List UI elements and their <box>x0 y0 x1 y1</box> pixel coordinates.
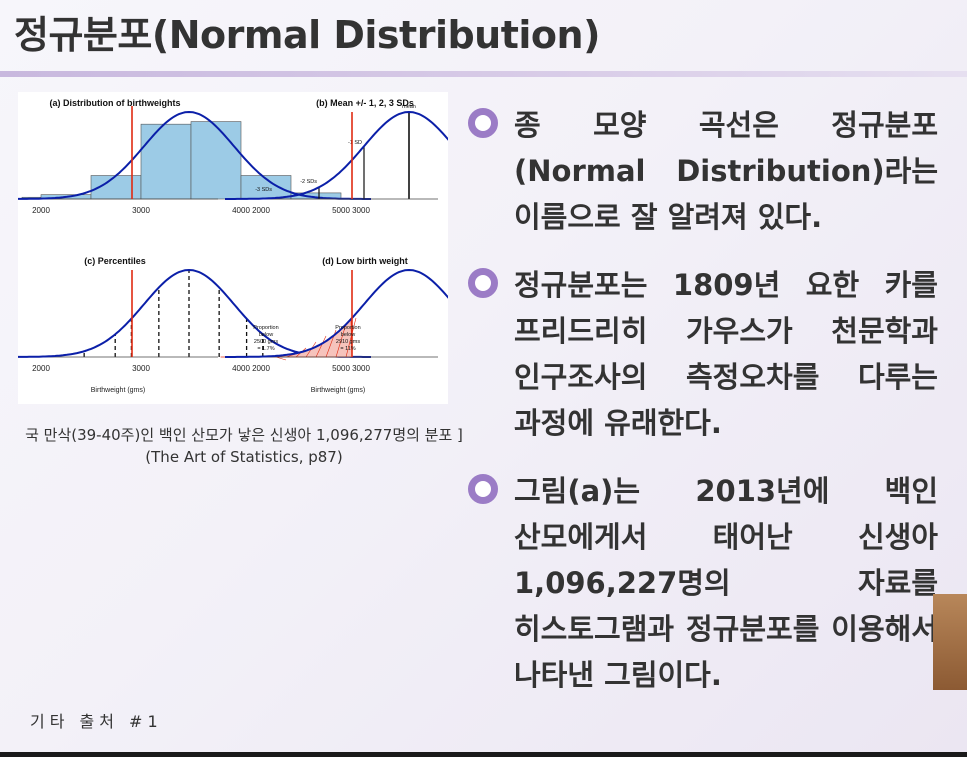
panel-title: (b) Mean +/- 1, 2, 3 SDs <box>316 98 414 108</box>
footer-source: 기타 출처 #1 <box>30 712 163 731</box>
normal-curve <box>18 268 371 358</box>
x-tick-label: 4000 <box>232 364 250 373</box>
annotation-left: Proportion <box>253 325 278 331</box>
panel-title: (a) Distribution of birthweights <box>50 98 181 108</box>
annotation-right: = 11% <box>340 346 355 352</box>
circle-bullet-icon <box>468 108 498 138</box>
caption-line-2: (The Art of Statistics, p87) <box>145 448 343 466</box>
hatch-line <box>335 323 347 358</box>
annotation-right: Proportion <box>335 325 360 331</box>
bullet-item: 그림(a)는 2013년에 백인 산모에게서 태어난 신생아 1,096,227… <box>468 468 938 698</box>
histogram-bar <box>190 121 242 200</box>
x-tick-label: 3000 <box>132 364 150 373</box>
sd-label: -3 SDs <box>255 187 272 193</box>
birthweight-figure: (a) Distribution of birthweights 2000 3000… <box>18 92 448 404</box>
x-tick-label: 3000 <box>132 206 150 215</box>
bullet-list: 종 모양 곡선은 정규분포(Normal Distribution)라는 이름으… <box>468 102 938 720</box>
bullet-text: 정규분포는 1809년 요한 카를 프리드리히 가우스가 천문학과 인구조사의 … <box>514 268 938 440</box>
bullet-text: 그림(a)는 2013년에 백인 산모에게서 태어난 신생아 1,096,227… <box>514 474 938 692</box>
x-tick-label: 2000 <box>32 206 50 215</box>
sd-label: mean <box>402 104 416 110</box>
low-weight-area <box>220 318 353 358</box>
x-tick-label: 3000 <box>352 364 370 373</box>
annotation-left: = 1.7% <box>257 346 274 352</box>
title-underline <box>0 71 967 77</box>
x-tick-label: 2000 <box>252 364 270 373</box>
hatch-line <box>345 317 357 358</box>
panel-title: (c) Percentiles <box>84 256 146 266</box>
x-tick-label: 3000 <box>352 206 370 215</box>
x-axis-label: Birthweight (gms) <box>311 387 365 394</box>
hatch-line <box>275 356 287 361</box>
bottom-bar <box>0 752 967 757</box>
bullet-text: 종 모양 곡선은 정규분포(Normal Distribution)라는 이름으… <box>514 108 938 234</box>
normal-curve <box>225 110 448 200</box>
normal-curve <box>18 110 371 200</box>
panel-title: (d) Low birth weight <box>322 256 407 266</box>
hatch-line <box>315 335 327 358</box>
x-axis-label: Birthweight (gms) <box>91 387 145 394</box>
bullet-item: 종 모양 곡선은 정규분포(Normal Distribution)라는 이름으… <box>468 102 938 240</box>
x-tick-label: 4000 <box>232 206 250 215</box>
annotation-left: below <box>259 332 273 338</box>
figure-caption: 국 만삭(39-40주)인 백인 산모가 낳은 신생아 1,096,277명의 … <box>0 424 492 468</box>
slide-title: 정규분포(Normal Distribution) <box>14 13 600 57</box>
x-tick-label: 2000 <box>32 364 50 373</box>
x-tick-label: 2000 <box>252 206 270 215</box>
sd-label: -1 SD <box>348 140 362 146</box>
sd-label: -2 SDs <box>300 179 317 185</box>
annotation-right: below <box>341 332 355 338</box>
figure-svg: (a) Distribution of birthweights 2000 3000… <box>18 98 448 394</box>
x-tick-label: 5000 <box>332 206 350 215</box>
annotation-right: 2910 gms <box>336 339 360 345</box>
histogram-bar <box>140 123 192 200</box>
decorative-edge <box>933 594 967 690</box>
bullet-item: 정규분포는 1809년 요한 카를 프리드리히 가우스가 천문학과 인구조사의 … <box>468 262 938 446</box>
x-tick-label: 5000 <box>332 364 350 373</box>
normal-curve <box>225 268 448 358</box>
circle-bullet-icon <box>468 474 498 504</box>
annotation-left: 2500 gms <box>254 339 278 345</box>
circle-bullet-icon <box>468 268 498 298</box>
caption-line-1: 국 만삭(39-40주)인 백인 산모가 낳은 신생아 1,096,277명의 … <box>25 426 463 444</box>
